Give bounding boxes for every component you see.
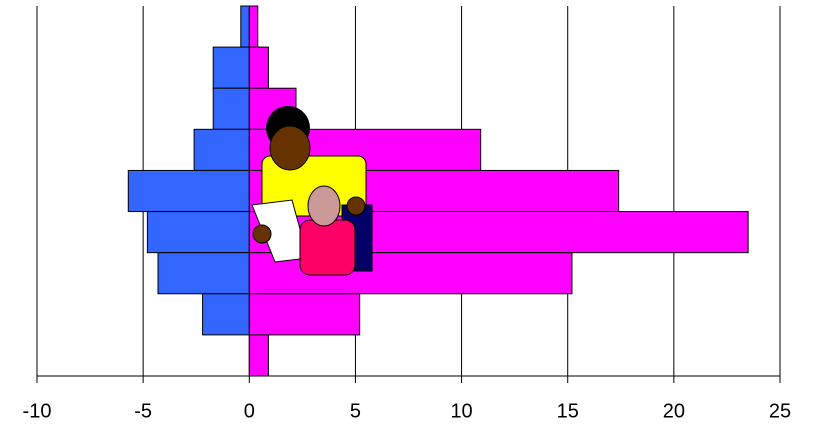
bar bbox=[146, 211, 250, 254]
bar bbox=[212, 46, 250, 89]
clip-art-child bbox=[299, 219, 356, 276]
bar bbox=[212, 87, 250, 130]
bar bbox=[193, 128, 250, 171]
x-tick-label: -5 bbox=[134, 400, 152, 422]
x-axis: -10 -5 0 5 10 15 20 25 bbox=[23, 375, 791, 422]
clip-art-face bbox=[269, 125, 311, 171]
x-tick-label: 25 bbox=[769, 400, 791, 422]
x-tick-label: 10 bbox=[450, 400, 472, 422]
clip-art-hand bbox=[252, 224, 272, 244]
x-tick-label: 0 bbox=[244, 400, 255, 422]
x-tick-label: 5 bbox=[350, 400, 361, 422]
x-tick-label: 20 bbox=[663, 400, 685, 422]
clip-art-hand bbox=[346, 196, 366, 216]
bar bbox=[248, 5, 259, 48]
x-tick-label: 15 bbox=[557, 400, 579, 422]
bar bbox=[127, 169, 250, 213]
bar bbox=[248, 293, 361, 336]
bar bbox=[202, 293, 250, 336]
clip-art bbox=[251, 106, 373, 276]
clip-art-child-face bbox=[307, 185, 341, 227]
bar bbox=[240, 5, 250, 48]
x-tick-label: -10 bbox=[23, 400, 52, 422]
bar bbox=[248, 46, 269, 89]
bar bbox=[157, 252, 250, 295]
bar bbox=[248, 334, 269, 377]
plot bbox=[36, 5, 781, 377]
